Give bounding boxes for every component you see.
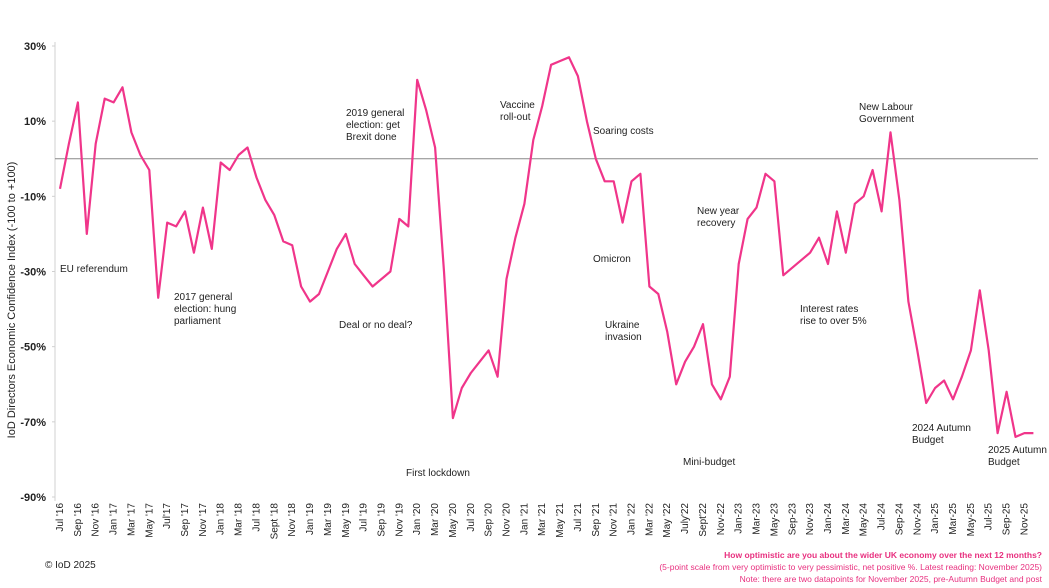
note: Note: there are two datapoints for Novem… [740, 574, 1043, 584]
annotation: Brexit done [346, 132, 397, 143]
annotation: Mini-budget [683, 457, 735, 468]
x-tick-label: July'22 [680, 503, 691, 534]
x-tick-label: Jan-24 [823, 503, 834, 534]
x-tick-label: Sep '17 [180, 503, 191, 537]
x-tick-label: Jul '19 [359, 503, 370, 532]
x-tick-label: Mar '22 [644, 503, 655, 536]
annotation: Interest rates [800, 304, 858, 315]
scale-note: (5-point scale from very optimistic to v… [659, 562, 1042, 572]
annotation: Vaccine [500, 100, 535, 111]
question: How optimistic are you about the wider U… [724, 550, 1042, 560]
x-tick-label: May-23 [769, 503, 780, 537]
x-tick-label: May '20 [448, 503, 459, 538]
x-tick-label: Mar-25 [948, 503, 959, 535]
x-tick-label: Mar '19 [323, 503, 334, 536]
annotation: New Labour [859, 102, 914, 113]
x-tick-label: Nov '16 [91, 503, 102, 537]
x-tick-label: May '17 [144, 503, 155, 538]
x-tick-label: May '19 [341, 503, 352, 538]
y-axis-label: IoD Directors Economic Confidence Index … [6, 162, 18, 439]
x-tick-label: Nov-24 [912, 503, 923, 536]
x-tick-label: Sep-23 [787, 503, 798, 536]
annotation: EU referendum [60, 264, 128, 275]
annotation: election: hung [174, 304, 236, 315]
x-tick-label: Nov-23 [805, 503, 816, 536]
x-tick-label: Mar '17 [126, 503, 137, 536]
annotation: rise to over 5% [800, 316, 867, 327]
x-tick-label: Jan-23 [734, 503, 745, 534]
x-tick-label: Jul'17 [162, 503, 173, 529]
x-tick-label: Nov-25 [1019, 503, 1030, 536]
x-tick-label: Jul '21 [573, 503, 584, 532]
annotation: 2025 Autumn [988, 445, 1047, 456]
y-tick-label: -10% [20, 191, 46, 203]
y-tick-label: -70% [20, 417, 46, 429]
x-tick-label: May-24 [859, 503, 870, 537]
y-tick-label: 10% [24, 116, 46, 128]
x-tick-label: Nov '17 [198, 503, 209, 537]
x-tick-label: Sep '20 [484, 503, 495, 537]
x-tick-label: Jan '19 [305, 503, 316, 535]
x-tick-label: May '21 [555, 503, 566, 538]
annotation: invasion [605, 332, 642, 343]
x-tick-label: Mar '18 [234, 503, 245, 536]
x-tick-label: Nov '20 [502, 503, 513, 537]
x-tick-label: Sep-24 [894, 503, 905, 536]
annotation: Ukraine [605, 320, 640, 331]
x-tick-label: Sept '18 [269, 503, 280, 540]
annotation: 2017 general [174, 292, 232, 303]
annotation: Budget [988, 457, 1020, 468]
annotation: 2024 Autumn [912, 423, 971, 434]
x-tick-label: Jul '20 [466, 503, 477, 532]
x-tick-label: Mar-24 [841, 503, 852, 535]
x-tick-label: Jul '18 [251, 503, 262, 532]
x-tick-label: Jul '16 [55, 503, 66, 532]
annotation: Omicron [593, 254, 631, 265]
x-tick-label: Jan '22 [627, 503, 638, 535]
x-tick-label: Nov '18 [287, 503, 298, 537]
x-tick-label: May '22 [662, 503, 673, 538]
x-tick-label: Sept'22 [698, 503, 709, 537]
annotation: parliament [174, 316, 221, 327]
x-tick-label: Nov-22 [716, 503, 727, 536]
y-tick-label: 30% [24, 41, 46, 53]
y-tick-label: -90% [20, 492, 46, 504]
x-tick-label: Nov '21 [609, 503, 620, 537]
copyright: © IoD 2025 [45, 560, 96, 571]
x-tick-label: Jul-25 [984, 503, 995, 531]
annotation: election: get [346, 120, 400, 131]
y-tick-label: -30% [20, 267, 46, 279]
y-tick-label: -50% [20, 342, 46, 354]
x-tick-label: Nov '19 [394, 503, 405, 537]
x-tick-label: Mar '20 [430, 503, 441, 536]
x-tick-label: Sep-25 [1002, 503, 1013, 536]
annotation: 2019 general [346, 108, 404, 119]
x-tick-label: Jan '17 [109, 503, 120, 535]
data-line [58, 56, 1034, 438]
annotation: Budget [912, 435, 944, 446]
annotation: Deal or no deal? [339, 320, 413, 331]
x-tick-label: Mar '21 [537, 503, 548, 536]
x-tick-label: Sep '19 [376, 503, 387, 537]
annotation: Government [859, 114, 914, 125]
x-tick-label: Jul-24 [877, 503, 888, 531]
annotation: New year [697, 206, 740, 217]
x-tick-label: Sep '16 [73, 503, 84, 537]
x-tick-label: Jan '18 [216, 503, 227, 535]
x-tick-label: Jan '20 [412, 503, 423, 535]
annotation: Soaring costs [593, 126, 654, 137]
x-tick-label: Jan '21 [519, 503, 530, 535]
x-tick-label: Jan-25 [930, 503, 941, 534]
x-tick-label: Mar-23 [752, 503, 763, 535]
x-tick-label: May-25 [966, 503, 977, 537]
annotation: recovery [697, 218, 735, 229]
annotation: First lockdown [406, 468, 470, 479]
x-tick-label: Sep '21 [591, 503, 602, 537]
annotation: roll-out [500, 112, 531, 123]
